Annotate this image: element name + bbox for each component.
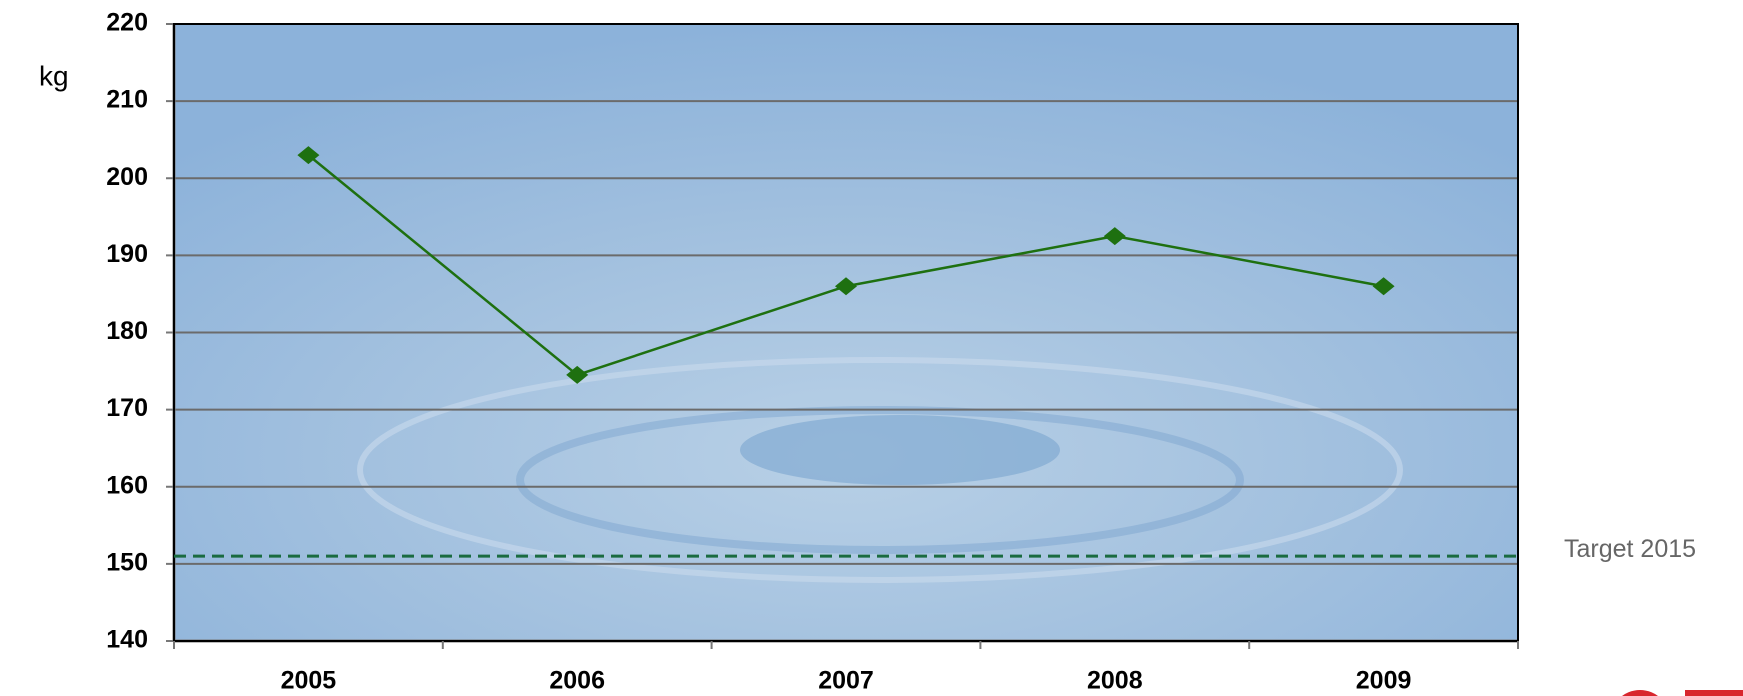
ripple [357, 357, 1403, 583]
y-tick-label: 190 [106, 240, 148, 268]
marker [1103, 227, 1126, 246]
marker [1372, 277, 1395, 296]
y-tick-label: 160 [106, 471, 148, 499]
y-tick-label: 150 [106, 548, 148, 576]
marker [297, 146, 320, 165]
x-tick-label: 2007 [818, 667, 874, 695]
y-tick-label: 180 [106, 317, 148, 345]
marker [835, 277, 857, 296]
plot-border [173, 23, 1519, 642]
x-tick-label: 2009 [1356, 667, 1412, 695]
x-tick-label: 2005 [281, 667, 337, 695]
x-tick-label: 2008 [1087, 667, 1143, 695]
x-tick-label: 2006 [549, 667, 605, 695]
logo [1622, 690, 1743, 696]
y-tick-label: 170 [106, 394, 148, 422]
ripple [740, 415, 1060, 485]
y-tick-label: 220 [106, 9, 148, 37]
y-tick-label: 200 [106, 163, 148, 191]
target-label: Target 2015 [1564, 535, 1696, 563]
marker [566, 365, 589, 384]
y-tick-label: 210 [106, 86, 148, 114]
y-tick-label: 140 [106, 626, 148, 654]
y-axis-label: kg [39, 60, 69, 91]
